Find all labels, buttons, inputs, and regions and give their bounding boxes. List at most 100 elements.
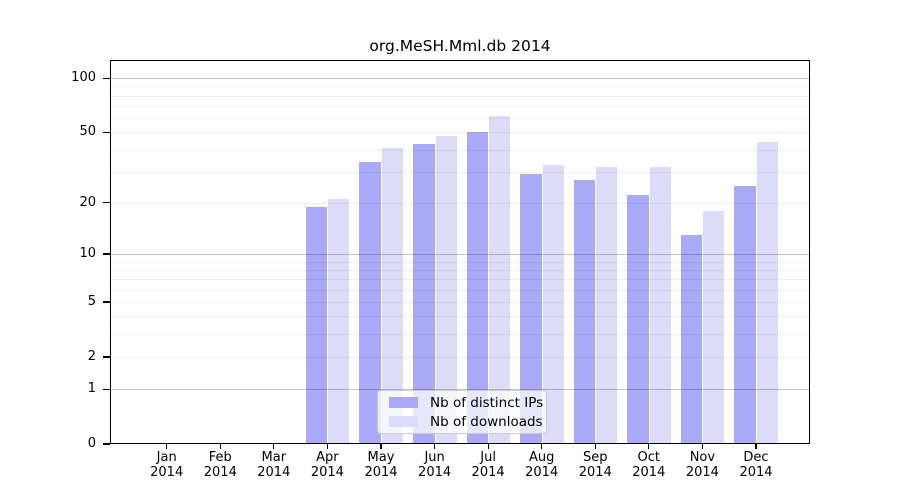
x-tick-label-nov: Nov 2014 <box>670 450 734 480</box>
legend: Nb of distinct IPs Nb of downloads <box>377 390 547 434</box>
x-tick-label-sep: Sep 2014 <box>563 450 627 480</box>
y-tick-label: 20 <box>79 194 96 210</box>
legend-label-downloads: Nb of downloads <box>430 413 543 430</box>
x-tick-label-may: May 2014 <box>349 450 413 480</box>
y-tick-label: 5 <box>87 294 96 309</box>
x-tick-label-jun: Jun 2014 <box>403 450 467 480</box>
bar-downloads-dec <box>756 142 778 444</box>
bar-downloads-sep <box>596 166 618 444</box>
bar-distinct-ips-aug <box>520 174 542 444</box>
y-tick-mark <box>103 77 110 79</box>
y-tick-mark <box>103 356 110 358</box>
x-tick-year: 2014 <box>150 464 184 480</box>
y-tick-mark <box>103 253 110 255</box>
x-tick-month: Aug <box>528 450 555 465</box>
bar-distinct-ips-apr <box>305 206 328 444</box>
bar-distinct-ips-oct <box>627 195 649 444</box>
gridline-major <box>110 253 810 255</box>
x-tick-month: Sep <box>583 450 608 465</box>
x-tick-mark <box>326 444 329 449</box>
gridline-minor <box>110 171 810 173</box>
gridline-minor <box>110 269 810 271</box>
chart-title: org.MeSH.Mml.db 2014 <box>369 37 551 55</box>
x-tick-mark <box>219 444 221 449</box>
bar-distinct-ips-may <box>359 162 381 444</box>
bar-distinct-ips-jul <box>466 132 489 444</box>
x-tick-label-jul: Jul 2014 <box>456 450 520 480</box>
gridline-minor <box>110 106 810 108</box>
x-tick-mark <box>594 444 596 449</box>
y-tick-label: 10 <box>79 245 96 261</box>
bar-downloads-apr <box>328 199 350 444</box>
legend-swatch-downloads <box>389 416 418 427</box>
legend-row-downloads: Nb of downloads <box>386 414 543 430</box>
gridline-minor <box>110 86 810 88</box>
x-tick-year: 2014 <box>632 464 666 480</box>
x-tick-year: 2014 <box>257 464 291 480</box>
bar-downloads-nov <box>703 210 725 444</box>
gridline-minor <box>110 132 810 134</box>
legend-swatch-distinct-ips <box>389 397 418 408</box>
bar-distinct-ips-jun <box>413 144 435 444</box>
gridline-minor <box>110 289 810 291</box>
x-tick-month: May <box>367 450 395 465</box>
x-tick-mark <box>755 444 757 449</box>
gridline-minor <box>110 316 810 318</box>
gridline-minor <box>110 118 810 120</box>
x-tick-label-dec: Dec 2014 <box>724 450 788 480</box>
gridline-minor <box>110 95 810 97</box>
legend-label-distinct-ips: Nb of distinct IPs <box>430 394 544 411</box>
x-tick-mark <box>487 444 489 449</box>
x-tick-month: Mar <box>261 450 287 465</box>
bar-distinct-ips-nov <box>680 234 703 444</box>
x-tick-month: Apr <box>316 450 339 465</box>
x-tick-year: 2014 <box>685 464 719 480</box>
x-tick-mark <box>701 444 704 449</box>
bar-downloads-may <box>381 147 403 444</box>
gridline-minor <box>110 202 810 204</box>
bar-downloads-oct <box>649 166 671 444</box>
y-tick-mark <box>103 388 110 390</box>
x-tick-month: Jun <box>424 450 445 465</box>
bar-downloads-jul <box>489 115 511 444</box>
x-tick-month: Jul <box>480 450 496 465</box>
gridline-minor <box>110 261 810 263</box>
x-tick-mark <box>166 444 168 449</box>
x-tick-year: 2014 <box>525 464 559 480</box>
bar-downloads-aug <box>542 164 564 444</box>
y-tick-mark <box>103 202 110 204</box>
x-tick-label-apr: Apr 2014 <box>295 450 359 480</box>
gridline-major <box>110 389 810 391</box>
y-tick-label: 1 <box>87 381 96 397</box>
x-tick-mark <box>541 444 543 449</box>
x-tick-month: Nov <box>689 450 716 465</box>
y-tick-label: 0 <box>87 436 96 451</box>
x-tick-mark <box>648 444 650 449</box>
gridline-minor <box>110 149 810 151</box>
x-tick-month: Feb <box>208 450 232 465</box>
x-tick-mark <box>273 444 275 449</box>
bar-downloads-jun <box>435 135 457 444</box>
x-tick-label-mar: Mar 2014 <box>242 450 306 480</box>
legend-row-distinct-ips: Nb of distinct IPs <box>386 395 543 411</box>
x-tick-year: 2014 <box>418 464 452 480</box>
plot-area: Nb of distinct IPs Nb of downloads <box>110 60 810 444</box>
x-tick-year: 2014 <box>578 464 612 480</box>
x-tick-year: 2014 <box>364 464 398 480</box>
x-tick-year: 2014 <box>739 464 773 480</box>
x-tick-year: 2014 <box>310 464 344 480</box>
x-tick-mark <box>434 444 436 449</box>
gridline-minor <box>110 356 810 358</box>
x-tick-label-oct: Oct 2014 <box>617 450 681 480</box>
x-tick-mark <box>380 444 382 449</box>
y-tick-label: 100 <box>71 70 96 86</box>
y-tick-label: 50 <box>79 124 96 140</box>
gridline-major <box>110 78 810 80</box>
y-tick-mark <box>103 443 110 445</box>
x-tick-label-aug: Aug 2014 <box>510 450 574 480</box>
x-tick-month: Dec <box>743 450 769 465</box>
x-tick-year: 2014 <box>203 464 237 480</box>
y-tick-label: 2 <box>87 348 96 364</box>
gridline-minor <box>110 302 810 303</box>
